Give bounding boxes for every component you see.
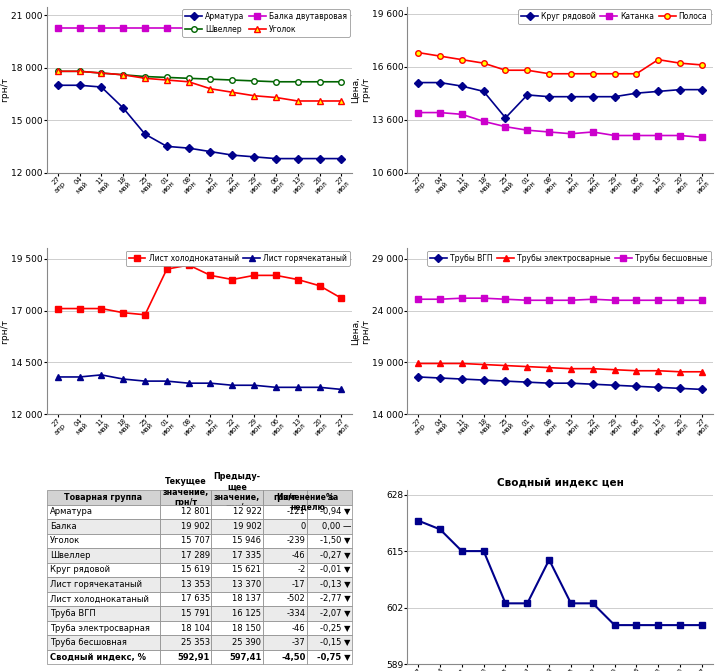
Legend: Круг рядовой, Катанка, Полоса: Круг рядовой, Катанка, Полоса — [518, 9, 711, 24]
Y-axis label: Цена,
грн/т: Цена, грн/т — [351, 76, 370, 103]
Y-axis label: Цена,
грн/т: Цена, грн/т — [0, 318, 9, 345]
Legend: Арматура, Швеллер, Балка двутавровая, Уголок: Арматура, Швеллер, Балка двутавровая, Уг… — [182, 9, 350, 37]
Y-axis label: Цена,
грн/т: Цена, грн/т — [0, 76, 9, 103]
Text: Изменение за
неделю: Изменение за неделю — [277, 493, 338, 512]
Y-axis label: Цена,
грн/т: Цена, грн/т — [351, 318, 370, 345]
Legend: Трубы ВГП, Трубы электросварные, Трубы бесшовные: Трубы ВГП, Трубы электросварные, Трубы б… — [427, 251, 711, 266]
Title: Сводный индекс цен: Сводный индекс цен — [497, 478, 624, 488]
Legend: Лист холоднокатаный, Лист горячекатаный: Лист холоднокатаный, Лист горячекатаный — [125, 251, 350, 266]
